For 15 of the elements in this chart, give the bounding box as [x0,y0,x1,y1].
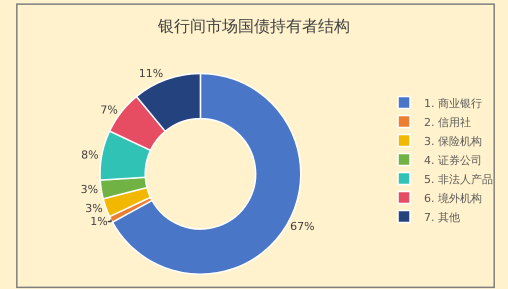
legend-label: 6. 境外机构 [424,192,482,205]
data-label: 11% [138,67,164,80]
chart-title: 银行间市场国债持有者结构 [157,16,350,36]
data-label: 67% [290,220,315,234]
data-label: 7% [100,103,118,116]
legend-label: 1. 商业银行 [424,96,482,110]
legend-label: 7. 其他 [424,210,460,224]
legend-label: 3. 保险机构 [424,134,482,148]
legend-label: 4. 证券公司 [424,154,482,167]
data-label: 3% [80,183,98,196]
legend-label: 2. 信用社 [424,116,472,129]
legend-label: 5. 非法人产品 [424,172,494,186]
data-label: 8% [81,148,99,162]
data-label: 1% [90,215,108,228]
data-label: 3% [85,202,103,216]
